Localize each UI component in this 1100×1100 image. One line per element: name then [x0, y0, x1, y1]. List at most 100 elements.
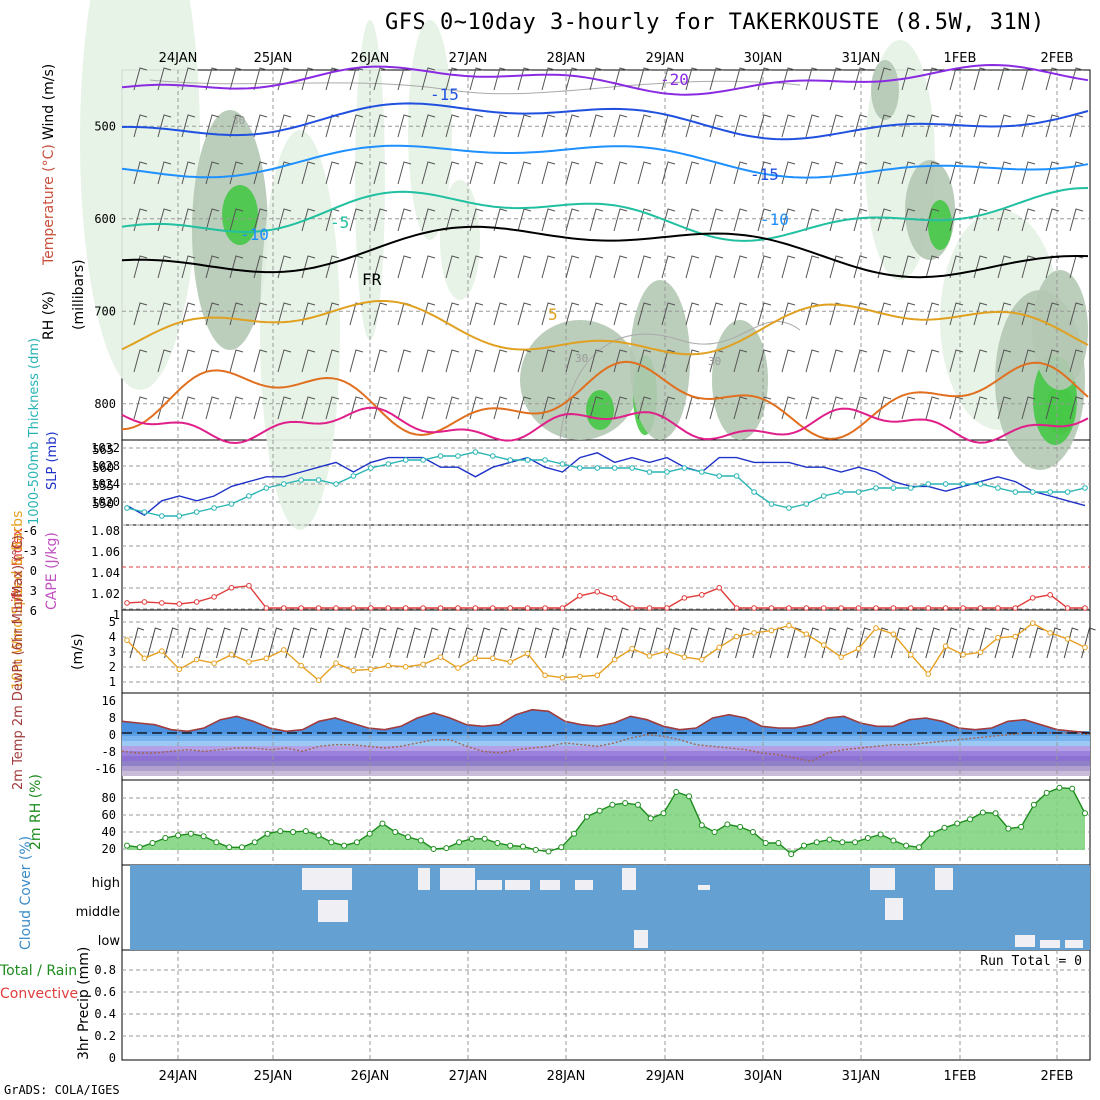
temp-band [122, 741, 1090, 746]
date-label-bottom: 26JAN [351, 1069, 390, 1084]
wind-barb [853, 255, 868, 279]
li-cape-panel: -6 -3 0 3 6 1.08 1.06 1.04 1.02 1 [23, 524, 1090, 622]
contour-label: 30 [708, 355, 721, 368]
rh2m-point [941, 824, 948, 831]
wind-barb [164, 627, 179, 659]
wind-barb [579, 627, 594, 659]
thickness-line-point [873, 485, 879, 491]
rh2m-point [609, 801, 616, 808]
wind-barb [1069, 302, 1084, 326]
precip-total-label: Total / Rain [0, 963, 77, 979]
cloud-block [302, 868, 352, 890]
cloud-block [477, 880, 502, 890]
thickness-tick-label: 555 [92, 479, 114, 493]
wind-barb [440, 627, 456, 659]
wind-barb [325, 349, 340, 373]
wind10m-line-point [455, 665, 461, 671]
temp-band [122, 736, 1090, 741]
rh2m-point [507, 842, 514, 849]
wind-barb [421, 396, 436, 420]
thickness-tick-label: 560 [92, 461, 114, 475]
wind10m-line-point [751, 630, 757, 636]
wind-barb [901, 114, 916, 138]
cape-line-point [159, 600, 165, 606]
contour-label: -5 [330, 213, 349, 232]
run-total-label: Run Total = 0 [980, 954, 1082, 969]
wind-barb [685, 114, 700, 138]
wind-barb [277, 302, 292, 326]
wind10m-line-point [263, 655, 270, 662]
wind10m-line-point [350, 667, 357, 674]
wind-barb [757, 255, 772, 279]
rh2m-point [1005, 825, 1012, 832]
wind-barb [349, 114, 364, 138]
wind10m-line-point [507, 659, 514, 665]
wind-barb [349, 208, 364, 232]
temperature-axis-label: Temperature (°C) [41, 144, 57, 266]
rh2m-point [1018, 823, 1025, 830]
wind-barb [373, 114, 388, 138]
wind10m-line-point [524, 650, 531, 657]
wind-barb [977, 627, 992, 659]
wind-barb [1011, 627, 1027, 659]
wind-barb [445, 396, 460, 420]
wind-barb [493, 349, 508, 373]
cape-line-point [141, 599, 148, 605]
wind-tick-label: 4 [109, 630, 116, 644]
rh-shading [440, 180, 480, 300]
wind-barb [157, 349, 172, 373]
wind-barb [994, 627, 1010, 659]
wind-barb [301, 302, 316, 326]
wind-barb [877, 302, 892, 326]
wind-barb [216, 627, 231, 659]
wind-barb [735, 627, 750, 659]
contour-label: FR [362, 270, 382, 289]
cape-line-point [803, 605, 810, 611]
wind-barb [205, 208, 220, 232]
cape-line-point [420, 605, 426, 611]
wind-barb [973, 396, 988, 420]
rh2m-point [443, 845, 450, 852]
wind-barb [973, 302, 988, 326]
wind-barb [469, 255, 484, 279]
rh2m-line [126, 787, 1086, 855]
rh-shading [928, 200, 952, 250]
wind-barb [157, 161, 172, 185]
wind-barb [733, 67, 748, 91]
cape-axis-label: CAPE (J/kg) [44, 532, 60, 610]
cape-line-point [1047, 592, 1053, 598]
wind-barb [661, 161, 676, 185]
wind-barb [685, 161, 700, 185]
cape-tick-label: 1 [113, 608, 120, 622]
thickness-line-point [263, 485, 270, 491]
wind-barb [325, 161, 340, 185]
wind-barb [709, 302, 724, 326]
rh2m-point [149, 840, 156, 847]
wind-barb [349, 396, 364, 420]
rh2m-point [456, 839, 463, 846]
contour-label: -20 [660, 70, 689, 89]
wind-barb [1021, 255, 1036, 279]
wind10m-line-point [159, 648, 165, 654]
wind-barb [397, 67, 412, 91]
wind10m-line-point [803, 631, 810, 637]
wind-barb [661, 396, 676, 420]
wind-barb [853, 302, 868, 326]
wind-barb [301, 114, 316, 138]
temperature-contour [121, 360, 1089, 440]
cape-line-point [838, 605, 844, 611]
wind-barb [157, 302, 172, 326]
wind10m-line-point [333, 660, 339, 666]
wind-barb [925, 396, 940, 420]
thickness-line-point [1082, 485, 1088, 491]
wind-barb [661, 67, 676, 91]
temp-tick-label: 8 [109, 711, 116, 725]
wind-barb [1069, 208, 1084, 232]
wind-barb [901, 349, 916, 373]
cape-line-point [995, 605, 1001, 611]
cloud-block [935, 868, 953, 890]
wind-barb [325, 255, 340, 279]
wind-tick-label: 2 [109, 660, 116, 674]
date-label-top: 31JAN [842, 51, 881, 66]
rh2m-point [967, 816, 974, 823]
